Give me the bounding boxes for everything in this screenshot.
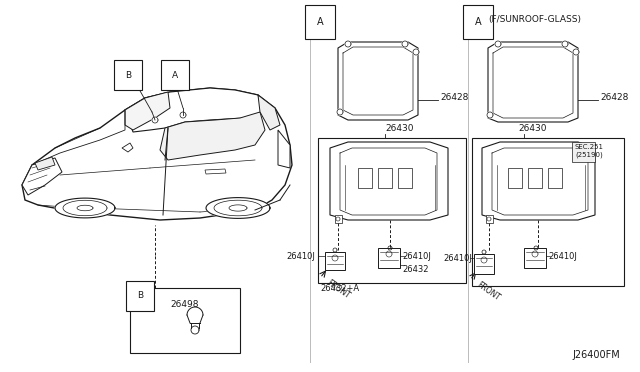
- Polygon shape: [35, 157, 55, 170]
- Polygon shape: [482, 142, 595, 220]
- Text: FRONT: FRONT: [475, 280, 502, 302]
- Polygon shape: [402, 41, 408, 47]
- Bar: [398, 168, 412, 188]
- Polygon shape: [337, 109, 343, 115]
- Polygon shape: [180, 112, 186, 118]
- Polygon shape: [160, 112, 265, 160]
- Text: 26410J: 26410J: [443, 254, 472, 263]
- Text: B: B: [137, 292, 143, 301]
- Polygon shape: [486, 215, 493, 223]
- Polygon shape: [378, 248, 400, 268]
- Polygon shape: [22, 158, 62, 195]
- Text: (F/SUNROOF-GLASS): (F/SUNROOF-GLASS): [488, 15, 581, 23]
- Text: 26432+A: 26432+A: [320, 284, 359, 293]
- Polygon shape: [22, 88, 292, 220]
- Text: 26430: 26430: [385, 124, 413, 133]
- Bar: [472, 138, 624, 286]
- Text: FRONT: FRONT: [325, 278, 351, 300]
- Polygon shape: [524, 248, 546, 268]
- Text: A: A: [172, 71, 178, 80]
- Polygon shape: [335, 215, 342, 223]
- Polygon shape: [191, 326, 199, 334]
- Text: 26498: 26498: [170, 300, 198, 309]
- Polygon shape: [572, 142, 595, 162]
- Text: 26410J: 26410J: [548, 252, 577, 261]
- Polygon shape: [258, 95, 280, 130]
- Polygon shape: [55, 198, 115, 218]
- Bar: [378, 168, 392, 188]
- Bar: [318, 138, 466, 283]
- Polygon shape: [487, 112, 493, 118]
- Bar: [548, 168, 562, 188]
- Polygon shape: [125, 88, 265, 132]
- Text: 26410J: 26410J: [402, 252, 431, 261]
- Text: 26428: 26428: [600, 93, 628, 102]
- Text: 26432: 26432: [402, 265, 429, 274]
- Polygon shape: [488, 42, 578, 122]
- Bar: [508, 168, 522, 188]
- Polygon shape: [122, 143, 133, 152]
- Polygon shape: [345, 41, 351, 47]
- Text: A: A: [317, 17, 323, 27]
- Polygon shape: [573, 49, 579, 55]
- Text: 26428: 26428: [440, 93, 468, 102]
- Text: A: A: [475, 17, 481, 27]
- Bar: [528, 168, 542, 188]
- Text: J26400FM: J26400FM: [572, 350, 620, 360]
- Text: B: B: [125, 71, 131, 80]
- Polygon shape: [278, 130, 290, 168]
- Polygon shape: [152, 117, 158, 123]
- Polygon shape: [474, 254, 494, 274]
- Polygon shape: [125, 92, 170, 130]
- Polygon shape: [413, 49, 419, 55]
- Text: 26430: 26430: [518, 124, 547, 133]
- Text: SEC.251
(25190): SEC.251 (25190): [575, 144, 604, 157]
- Polygon shape: [205, 169, 226, 174]
- Polygon shape: [325, 252, 345, 270]
- Polygon shape: [562, 41, 568, 47]
- Polygon shape: [495, 41, 501, 47]
- Text: 26410J: 26410J: [286, 252, 315, 261]
- Polygon shape: [330, 142, 448, 220]
- Polygon shape: [338, 42, 418, 120]
- Bar: [130, 288, 240, 353]
- Bar: [358, 168, 372, 188]
- Polygon shape: [206, 198, 270, 218]
